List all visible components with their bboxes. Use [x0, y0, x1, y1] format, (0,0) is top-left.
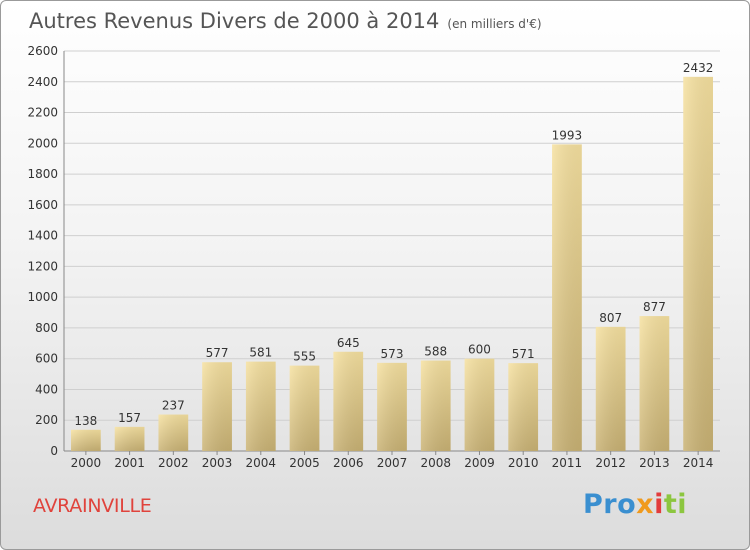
bar-group-2014 — [683, 76, 714, 451]
bar-shade-2011 — [552, 144, 582, 451]
x-tick-label-2013: 2013 — [639, 456, 670, 470]
y-tick-label-200: 200 — [35, 413, 58, 427]
chart-title-text: Autres Revenus Divers de 2000 à 2014 — [29, 9, 440, 33]
y-tick-label-2600: 2600 — [27, 44, 58, 58]
logo-part-4: ti — [663, 489, 688, 520]
bar-group-2012 — [595, 326, 626, 451]
bar-shade-2006 — [333, 351, 364, 451]
logo-part-3: i — [654, 489, 664, 520]
location-name: AVRAINVILLE — [33, 495, 152, 517]
data-label-2012: 807 — [599, 311, 622, 325]
bar-group-2009 — [464, 358, 495, 451]
y-tick-label-1400: 1400 — [27, 229, 58, 243]
y-tick-label-1600: 1600 — [27, 198, 58, 212]
data-label-2000: 138 — [74, 414, 97, 428]
y-tick-label-2000: 2000 — [27, 136, 58, 150]
y-tick-label-400: 400 — [35, 382, 58, 396]
bar-shade-2010 — [508, 363, 539, 451]
data-label-2001: 157 — [118, 411, 141, 425]
data-label-2014: 2432 — [683, 61, 714, 75]
x-tick-label-2012: 2012 — [595, 456, 626, 470]
bar-group-2004 — [245, 361, 276, 451]
x-tick-label-2008: 2008 — [420, 456, 451, 470]
bar-shade-2014 — [683, 76, 714, 451]
y-tick-label-600: 600 — [35, 352, 58, 366]
y-tick-label-2200: 2200 — [27, 106, 58, 120]
x-tick-label-2004: 2004 — [246, 456, 277, 470]
x-tick-label-2014: 2014 — [683, 456, 714, 470]
x-tick-label-2003: 2003 — [202, 456, 233, 470]
bar-shade-2003 — [202, 362, 232, 451]
x-tick-label-2009: 2009 — [464, 456, 495, 470]
x-tick-label-2006: 2006 — [333, 456, 364, 470]
bar-group-2006 — [333, 351, 364, 451]
y-tick-label-1000: 1000 — [27, 290, 58, 304]
data-label-2005: 555 — [293, 350, 316, 364]
bar-group-2000 — [70, 429, 101, 451]
y-tick-label-1200: 1200 — [27, 259, 58, 273]
bar-group-2003 — [202, 362, 232, 451]
data-label-2009: 600 — [468, 343, 491, 357]
data-label-2004: 581 — [249, 346, 272, 360]
data-label-2003: 577 — [206, 346, 229, 360]
bar-shade-2007 — [377, 362, 407, 451]
bar-shade-2009 — [464, 358, 495, 451]
chart-title: Autres Revenus Divers de 2000 à 2014 (en … — [29, 9, 542, 33]
logo-part-1: Pro — [583, 489, 637, 520]
x-tick-label-2000: 2000 — [71, 456, 102, 470]
bar-shade-2005 — [289, 365, 320, 451]
x-tick-label-2001: 2001 — [114, 456, 145, 470]
bar-shade-2004 — [245, 361, 276, 451]
data-label-2006: 645 — [337, 336, 360, 350]
bar-shade-2001 — [114, 426, 145, 451]
bar-group-2010 — [508, 363, 539, 451]
data-label-2013: 877 — [643, 300, 666, 314]
bar-shade-2008 — [420, 360, 451, 451]
bar-shade-2000 — [70, 429, 101, 451]
bar-group-2011 — [552, 144, 582, 451]
x-tick-label-2002: 2002 — [158, 456, 189, 470]
bar-group-2001 — [114, 426, 145, 451]
x-tick-label-2005: 2005 — [289, 456, 320, 470]
x-tick-label-2011: 2011 — [552, 456, 583, 470]
bar-group-2008 — [420, 360, 451, 451]
bar-group-2007 — [377, 362, 407, 451]
bar-group-2005 — [289, 365, 320, 451]
data-label-2002: 237 — [162, 399, 185, 413]
data-label-2011: 1993 — [552, 128, 583, 142]
bar-shade-2002 — [158, 414, 189, 451]
bar-group-2013 — [639, 316, 670, 451]
bar-group-2002 — [158, 414, 189, 451]
x-tick-label-2007: 2007 — [377, 456, 408, 470]
bar-shade-2013 — [639, 316, 670, 451]
y-tick-label-1800: 1800 — [27, 167, 58, 181]
chart-subtitle: (en milliers d'€) — [447, 17, 542, 31]
proxiti-logo: Proxiti — [583, 489, 687, 520]
x-tick-label-2010: 2010 — [508, 456, 539, 470]
logo-part-2: x — [636, 489, 655, 520]
data-label-2008: 588 — [424, 345, 447, 359]
data-label-2007: 573 — [381, 347, 404, 361]
y-tick-label-0: 0 — [50, 444, 58, 458]
bar-shade-2012 — [595, 326, 626, 451]
y-tick-label-2400: 2400 — [27, 75, 58, 89]
data-label-2010: 571 — [512, 347, 535, 361]
y-tick-label-800: 800 — [35, 321, 58, 335]
